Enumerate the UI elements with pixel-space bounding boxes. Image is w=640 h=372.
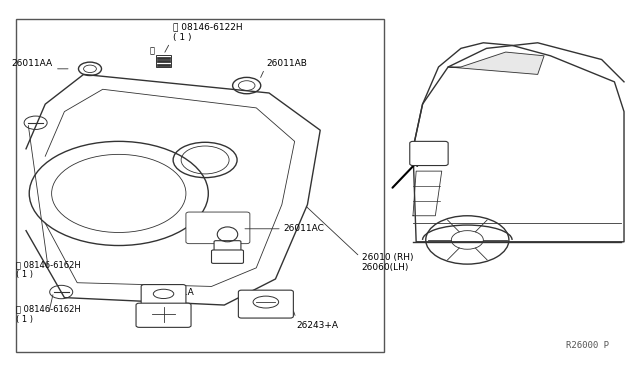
FancyBboxPatch shape <box>410 141 448 166</box>
FancyBboxPatch shape <box>211 250 243 263</box>
Text: Ⓑ 08146-6162H
( 1 ): Ⓑ 08146-6162H ( 1 ) <box>17 305 81 324</box>
Text: R26000 P: R26000 P <box>566 341 609 350</box>
Text: 26243+A: 26243+A <box>296 321 338 330</box>
Text: 26011AB: 26011AB <box>266 59 307 68</box>
Text: Ⓑ: Ⓑ <box>150 47 154 56</box>
Polygon shape <box>448 52 544 74</box>
FancyBboxPatch shape <box>136 303 191 327</box>
Text: Ⓑ 08146-6122H
( 1 ): Ⓑ 08146-6122H ( 1 ) <box>173 23 243 42</box>
Bar <box>156 55 172 67</box>
Text: Ⓑ 08146-6162H
( 1 ): Ⓑ 08146-6162H ( 1 ) <box>17 260 81 279</box>
Bar <box>17 19 384 352</box>
FancyBboxPatch shape <box>186 212 250 244</box>
Text: 26010 (RH)
26060(LH): 26010 (RH) 26060(LH) <box>362 253 413 272</box>
Text: 26011AC: 26011AC <box>283 224 324 233</box>
FancyBboxPatch shape <box>141 285 186 307</box>
Text: 26243: 26243 <box>138 316 166 325</box>
Text: 26011A: 26011A <box>159 288 194 297</box>
FancyBboxPatch shape <box>214 241 241 252</box>
FancyBboxPatch shape <box>238 290 293 318</box>
Text: 26011AA: 26011AA <box>12 59 53 68</box>
